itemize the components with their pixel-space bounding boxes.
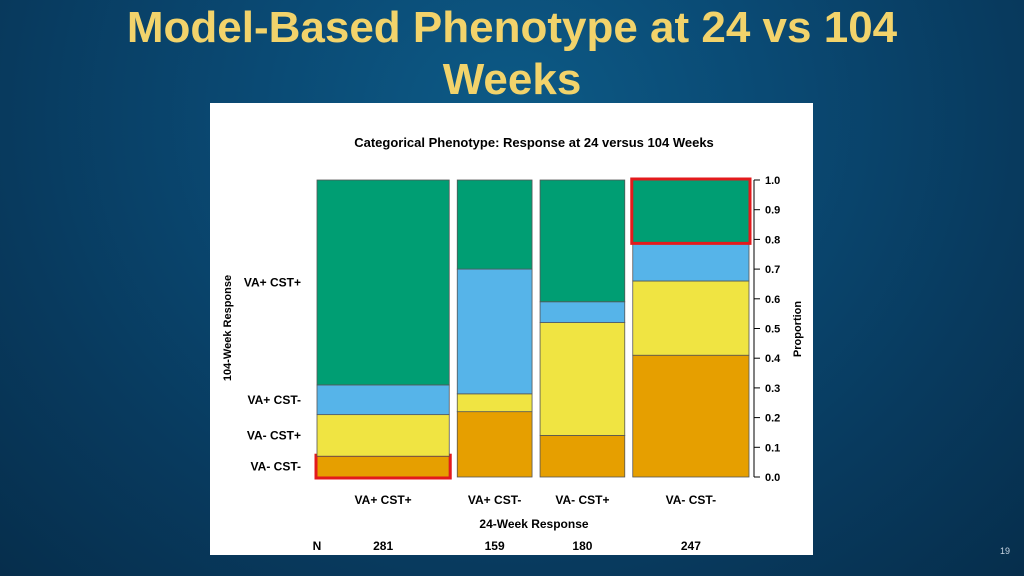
x-tick-label: VA- CST-	[666, 493, 716, 507]
y-axis-left-label: 104-Week Response	[222, 275, 234, 381]
mosaic-chart: Categorical Phenotype: Response at 24 ve…	[222, 135, 804, 553]
y-tick-label: 0.0	[765, 472, 780, 484]
left-category-label: VA+ CST-	[248, 393, 301, 407]
mosaic-cell	[456, 393, 533, 413]
mosaic-cell	[456, 268, 533, 395]
mosaic-cell	[316, 455, 450, 478]
slide-number: 19	[999, 546, 1010, 556]
mosaic-cell	[456, 411, 533, 478]
mosaic-cell	[539, 301, 626, 323]
mosaic-cell	[316, 384, 450, 416]
left-category-label: VA- CST-	[251, 460, 301, 474]
n-label: N	[313, 539, 322, 553]
y-tick-label: 0.1	[765, 442, 780, 454]
mosaic-cell	[539, 179, 626, 303]
x-tick-label: VA+ CST+	[355, 493, 412, 507]
mosaic-cell	[632, 354, 750, 478]
n-value-label: 159	[485, 539, 505, 553]
y-tick-label: 0.3	[765, 383, 780, 395]
highlight-box	[630, 177, 752, 245]
x-tick-label: VA- CST+	[555, 493, 609, 507]
n-value-label: 180	[572, 539, 592, 553]
y-tick-label: 1.0	[765, 175, 780, 187]
chart-panel: Categorical Phenotype: Response at 24 ve…	[210, 103, 813, 555]
mosaic-cell	[539, 322, 626, 436]
mosaic-cell	[316, 414, 450, 457]
mosaic-cell	[632, 241, 750, 282]
slide-title: Model-Based Phenotype at 24 vs 104 Weeks	[126, 3, 898, 104]
mosaic-cell	[539, 435, 626, 478]
left-category-label: VA- CST+	[247, 428, 301, 442]
left-category-label: VA+ CST+	[244, 275, 301, 289]
y-axis-right-label: Proportion	[792, 301, 804, 357]
y-tick-label: 0.7	[765, 264, 780, 276]
y-tick-label: 0.2	[765, 413, 780, 425]
x-tick-label: VA+ CST-	[468, 493, 521, 507]
n-value-label: 281	[373, 539, 393, 553]
y-tick-label: 0.6	[765, 294, 780, 306]
mosaic-cell	[456, 179, 533, 270]
y-tick-label: 0.5	[765, 324, 780, 336]
mosaic-cell	[632, 280, 750, 356]
n-value-label: 247	[681, 539, 701, 553]
y-tick-label: 0.4	[765, 353, 781, 365]
y-tick-label: 0.8	[765, 234, 780, 246]
y-tick-label: 0.9	[765, 205, 780, 217]
mosaic-cell	[632, 179, 750, 243]
x-axis-label: 24-Week Response	[479, 517, 588, 531]
mosaic-cell	[316, 179, 450, 386]
chart-title: Categorical Phenotype: Response at 24 ve…	[354, 135, 714, 150]
